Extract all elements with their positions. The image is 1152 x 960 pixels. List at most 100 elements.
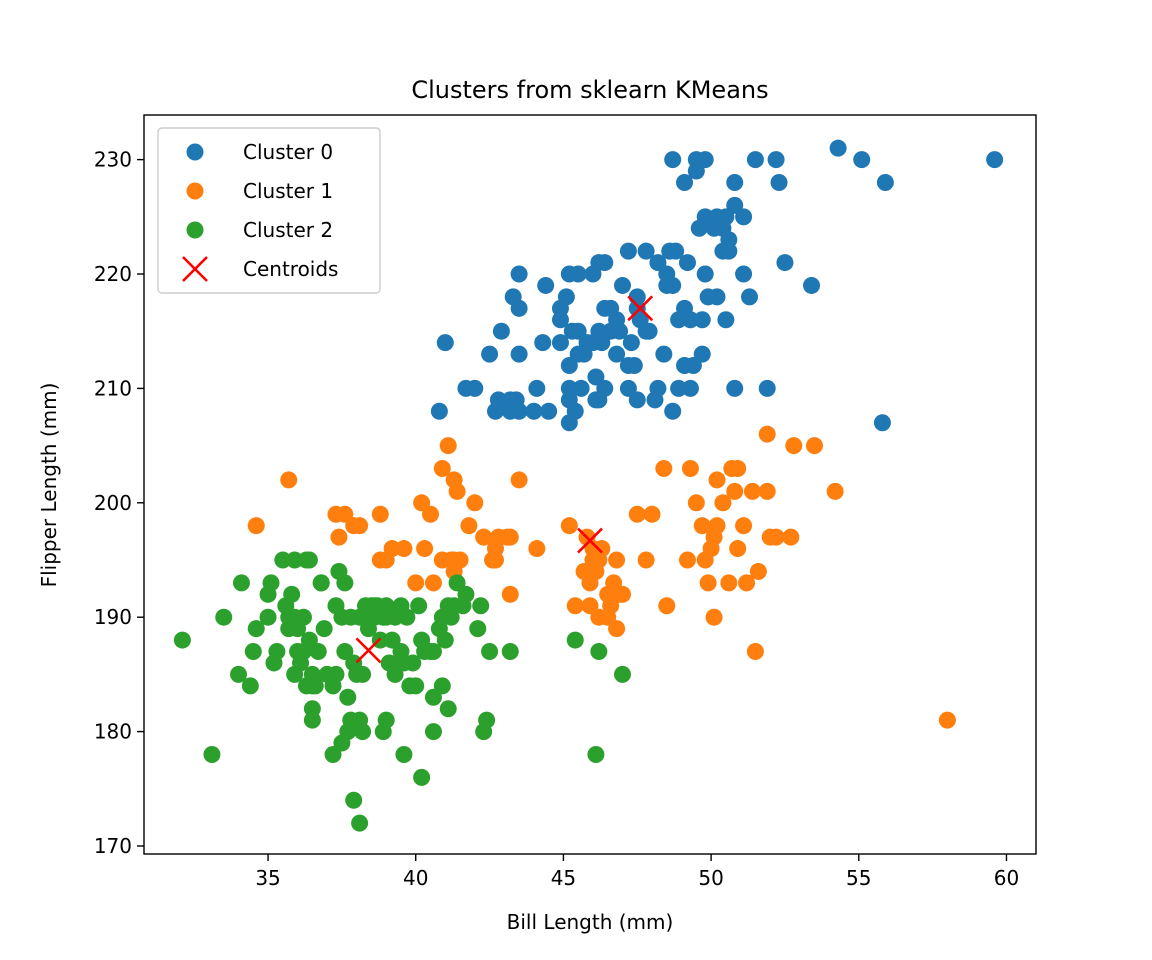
data-point — [720, 574, 738, 592]
data-point — [371, 505, 389, 523]
data-point — [560, 357, 578, 375]
data-point — [782, 528, 800, 546]
data-point — [649, 254, 667, 272]
data-point — [336, 643, 354, 661]
data-point — [611, 322, 629, 340]
data-point — [433, 677, 451, 695]
data-point — [501, 402, 519, 420]
data-point — [345, 791, 363, 809]
data-point — [785, 437, 803, 455]
data-point — [566, 631, 584, 649]
series-3 — [355, 295, 654, 664]
centroid-marker — [627, 295, 654, 322]
x-axis: 35 40 45 50 55 60 — [255, 854, 1019, 890]
data-point — [758, 425, 776, 443]
data-point — [475, 528, 493, 546]
legend-label: Cluster 2 — [243, 218, 333, 242]
data-point — [705, 608, 723, 626]
y-tick-label: 220 — [94, 262, 132, 286]
data-point — [469, 620, 487, 638]
y-tick-label: 210 — [94, 376, 132, 400]
data-point — [699, 574, 717, 592]
data-point — [481, 345, 499, 363]
data-point — [690, 219, 708, 237]
data-point — [770, 173, 788, 191]
data-point — [661, 242, 679, 260]
data-point — [557, 288, 575, 306]
data-point — [424, 688, 442, 706]
data-point — [433, 459, 451, 477]
data-point — [436, 631, 454, 649]
data-point — [433, 551, 451, 569]
data-point — [203, 745, 221, 763]
centroid-marker — [577, 527, 603, 554]
data-point — [767, 151, 785, 169]
data-point — [726, 482, 744, 500]
data-point — [876, 173, 894, 191]
centroid-marker — [355, 637, 382, 664]
legend-label: Centroids — [243, 257, 338, 281]
data-point — [938, 711, 956, 729]
series-2 — [173, 551, 631, 832]
data-point — [670, 379, 688, 397]
data-point — [407, 677, 425, 695]
data-point — [300, 631, 318, 649]
data-point — [628, 505, 646, 523]
data-point — [746, 151, 764, 169]
data-point — [767, 528, 785, 546]
data-point — [622, 334, 640, 352]
data-point — [525, 402, 543, 420]
data-point — [687, 494, 705, 512]
data-point — [359, 620, 377, 638]
data-point — [696, 151, 714, 169]
data-point — [699, 288, 717, 306]
data-point — [696, 265, 714, 283]
data-point — [566, 597, 584, 615]
y-tick-label: 230 — [94, 148, 132, 172]
data-point — [283, 585, 301, 603]
data-point — [575, 345, 593, 363]
data-point — [705, 219, 723, 237]
data-point — [377, 608, 395, 626]
data-point — [436, 334, 454, 352]
data-point — [259, 608, 277, 626]
data-point — [581, 597, 599, 615]
data-point — [735, 208, 753, 226]
data-point — [658, 597, 676, 615]
data-point — [743, 482, 761, 500]
data-point — [805, 437, 823, 455]
data-point — [986, 151, 1004, 169]
data-point — [560, 265, 578, 283]
data-point — [327, 665, 345, 683]
plot-frame — [143, 114, 1037, 855]
data-point — [873, 414, 891, 432]
data-point — [628, 288, 646, 306]
data-point — [590, 643, 608, 661]
data-point — [173, 631, 191, 649]
data-point — [637, 242, 655, 260]
data-point — [693, 311, 711, 329]
data-point — [590, 322, 608, 340]
data-point — [472, 597, 490, 615]
data-point — [613, 665, 631, 683]
data-point — [735, 517, 753, 535]
data-point — [729, 459, 747, 477]
data-point — [708, 471, 726, 489]
data-point — [714, 242, 732, 260]
data-point — [286, 551, 304, 569]
data-point — [336, 505, 354, 523]
data-point — [395, 540, 413, 558]
data-point — [315, 620, 333, 638]
data-point — [297, 677, 315, 695]
data-point — [687, 162, 705, 180]
data-point — [714, 494, 732, 512]
y-axis: 170 180 190 200 210 220 230 — [94, 148, 144, 858]
data-point — [259, 585, 277, 603]
data-point — [439, 700, 457, 718]
data-point — [681, 379, 699, 397]
data-point — [351, 814, 369, 832]
data-point — [619, 242, 637, 260]
data-point — [501, 643, 519, 661]
data-point — [676, 299, 694, 317]
